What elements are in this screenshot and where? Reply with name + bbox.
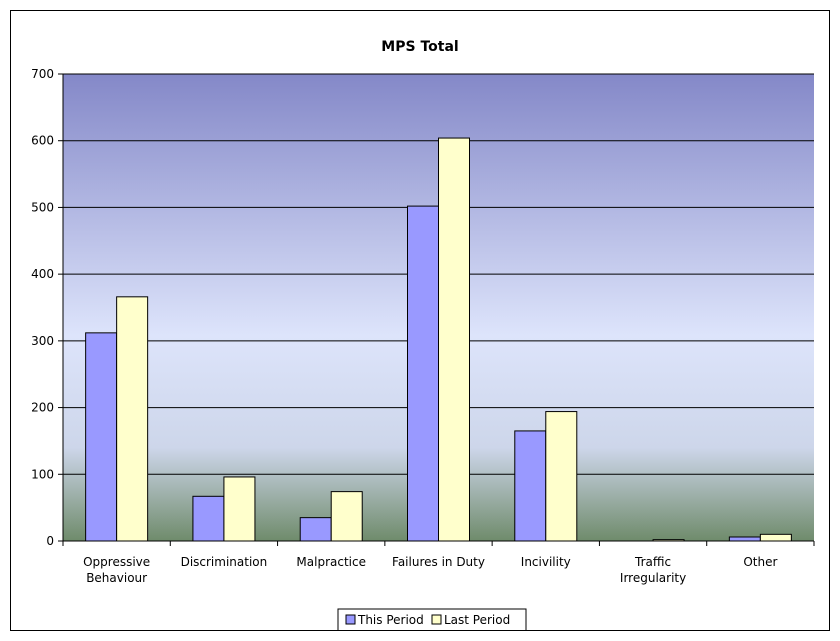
x-tick-label: Behaviour [86,571,147,585]
legend-label: This Period [357,613,424,627]
x-tick-label: Discrimination [181,555,268,569]
y-tick-label: 300 [31,334,54,348]
chart-canvas: MPS Total 0 100 200 300 400 500 600 700 Oppressi… [31,39,815,630]
legend-swatch [431,614,442,625]
y-tick-label: 200 [31,401,54,415]
y-tick-label: 600 [31,134,54,148]
chart-frame: MPS Total 0 100 200 300 400 500 600 700 Oppressi… [10,10,830,631]
x-tick-label: Traffic [634,555,671,569]
bar-last-period [223,476,256,542]
y-tick-label: 0 [46,534,54,548]
x-tick-label: Malpractice [296,555,366,569]
x-tick-label: Irregularity [620,571,686,585]
bar-last-period [438,137,470,542]
y-tick-label: 500 [31,200,54,214]
bar-this-period [728,536,761,542]
bar-this-period [85,332,118,542]
tick-labels: 0 100 200 300 400 500 600 700 Oppressive Behaviou… [31,67,777,585]
y-tick-label: 700 [31,67,54,81]
bar-last-period [652,539,685,542]
bar-this-period [192,495,225,542]
legend-swatch [345,614,356,625]
bar-this-period [299,517,332,542]
legend: This Period Last Period [337,608,527,630]
x-tick-label: Failures in Duty [392,555,485,569]
bar-last-period [545,411,578,542]
y-tick-label: 100 [31,467,54,481]
x-tick-label: Incivility [521,555,571,569]
y-tick-label: 400 [31,267,54,281]
chart-title: MPS Total [381,39,458,55]
bar-last-period [330,491,363,542]
x-tick-label: Other [743,555,777,569]
bars [85,137,792,542]
bar-this-period [514,430,547,542]
x-tick-label: Oppressive [83,555,150,569]
bar-last-period [116,296,149,542]
legend-label: Last Period [444,613,510,627]
bar-last-period [759,533,792,542]
bar-this-period [407,205,439,542]
